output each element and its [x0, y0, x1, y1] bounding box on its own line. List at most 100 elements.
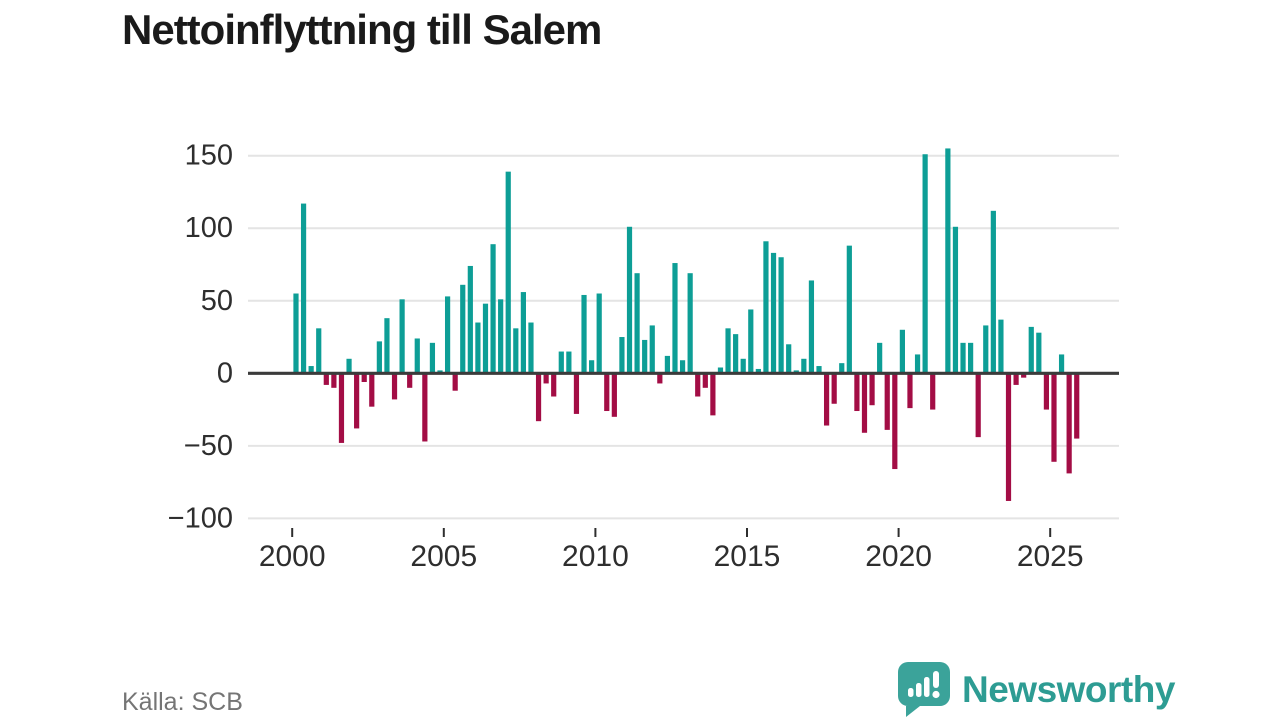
bar-2011-Q1: [626, 226, 633, 374]
bar-2001-Q4: [346, 358, 352, 374]
bar-2009-Q1: [566, 351, 572, 374]
bar-2004-Q1: [414, 338, 420, 374]
bar-2020-Q2: [907, 373, 913, 409]
bar-chart-speech-bubble-icon: [898, 662, 950, 717]
bar-2002-Q3: [369, 373, 375, 407]
bar-2000-Q2: [300, 203, 307, 374]
bar-2005-Q3: [460, 284, 466, 374]
bar-2011-Q4: [649, 325, 655, 374]
bar-2003-Q4: [407, 373, 413, 388]
bar-2017-Q1: [808, 280, 815, 374]
bar-2014-Q4: [740, 358, 746, 374]
bar-2019-Q2: [877, 342, 883, 374]
bar-2000-Q3: [308, 366, 314, 374]
x-tick-label-2020: 2020: [865, 540, 932, 573]
bar-2015-Q4: [770, 252, 777, 374]
bar-2012-Q3: [672, 263, 678, 374]
y-tick-label-100: 100: [185, 212, 233, 244]
bar-2018-Q4: [861, 373, 868, 433]
bar-2016-Q1: [778, 257, 784, 374]
bar-2013-Q3: [702, 373, 708, 388]
bar-2025-Q2: [1058, 354, 1065, 374]
bar-2002-Q1: [354, 373, 360, 429]
bar-2022-Q3: [975, 373, 981, 438]
bar-2004-Q3: [429, 342, 436, 374]
bar-2023-Q2: [998, 319, 1004, 374]
bar-2016-Q2: [786, 344, 792, 374]
bar-2025-Q3: [1066, 373, 1072, 474]
bar-2012-Q1: [657, 373, 663, 384]
bar-2018-Q1: [839, 363, 845, 374]
bar-2020-Q3: [914, 354, 921, 374]
bar-2008-Q2: [543, 373, 549, 384]
bar-2002-Q4: [376, 341, 382, 374]
bar-2017-Q3: [823, 373, 830, 426]
bar-2017-Q4: [831, 373, 837, 404]
bar-2011-Q3: [642, 339, 648, 374]
bar-2014-Q1: [717, 367, 724, 374]
bar-2008-Q3: [551, 373, 557, 397]
bar-2006-Q4: [498, 299, 504, 374]
bar-2003-Q3: [399, 299, 405, 374]
bar-2010-Q4: [619, 337, 625, 374]
bar-2020-Q4: [922, 154, 928, 374]
bar-2009-Q2: [573, 373, 580, 414]
bar-2021-Q1: [930, 373, 936, 410]
x-tick-label-2005: 2005: [410, 540, 477, 573]
x-tick-label-2000: 2000: [259, 540, 326, 573]
bar-2009-Q4: [589, 360, 595, 374]
x-tick-label-2015: 2015: [714, 540, 781, 573]
bar-2024-Q3: [1036, 332, 1042, 374]
bar-2015-Q2: [755, 368, 761, 374]
bar-2002-Q2: [361, 373, 367, 382]
bar-2012-Q4: [679, 360, 686, 374]
bar-2007-Q1: [505, 171, 511, 374]
bar-2010-Q3: [611, 373, 617, 417]
bar-2024-Q4: [1043, 373, 1050, 410]
bar-2000-Q4: [316, 328, 322, 374]
bar-2025-Q1: [1051, 373, 1057, 462]
source-label: Källa: SCB: [122, 688, 243, 716]
bar-2007-Q3: [520, 292, 526, 374]
bar-2010-Q2: [604, 373, 610, 412]
bar-2001-Q1: [323, 373, 329, 385]
x-tick-label-2025: 2025: [1017, 540, 1084, 573]
bar-2013-Q1: [687, 273, 693, 374]
bar-2014-Q3: [733, 334, 739, 374]
y-tick-label--100: −100: [168, 502, 233, 534]
bar-2019-Q1: [869, 373, 875, 406]
bar-2012-Q2: [664, 355, 671, 374]
bar-2008-Q1: [535, 373, 542, 422]
bar-2007-Q2: [513, 328, 519, 374]
bar-2015-Q3: [763, 241, 769, 374]
bar-2010-Q1: [596, 293, 602, 374]
bar-2013-Q2: [695, 373, 701, 397]
bar-2009-Q3: [581, 294, 587, 374]
bar-2025-Q4: [1074, 373, 1080, 439]
bar-2023-Q1: [990, 210, 996, 374]
y-tick-label-150: 150: [185, 140, 233, 172]
bar-2022-Q1: [960, 342, 966, 374]
bar-2011-Q2: [634, 273, 640, 374]
bar-2008-Q4: [558, 351, 564, 374]
bar-2003-Q1: [384, 318, 390, 374]
bar-2018-Q3: [854, 373, 860, 412]
bar-2006-Q2: [482, 303, 489, 374]
bar-2017-Q2: [816, 366, 822, 374]
bar-2020-Q1: [899, 329, 905, 374]
bar-2019-Q3: [884, 373, 890, 430]
bar-2021-Q3: [945, 148, 951, 374]
bar-2014-Q2: [725, 328, 731, 374]
bar-2005-Q1: [444, 296, 451, 374]
bar-2001-Q3: [338, 373, 345, 443]
bar-2005-Q2: [452, 373, 458, 391]
bar-2021-Q4: [952, 226, 959, 374]
bar-2015-Q1: [748, 309, 754, 374]
bar-chart: 150 100 50 0 −50 −100 2000 2005 2010 2015 2020 2025: [168, 140, 1119, 573]
bar-2006-Q1: [475, 322, 481, 374]
y-tick-label--50: −50: [184, 430, 233, 462]
bar-2005-Q4: [467, 265, 473, 374]
bar-2022-Q4: [983, 325, 989, 374]
bar-2019-Q4: [892, 373, 898, 470]
y-tick-label-0: 0: [217, 357, 233, 389]
